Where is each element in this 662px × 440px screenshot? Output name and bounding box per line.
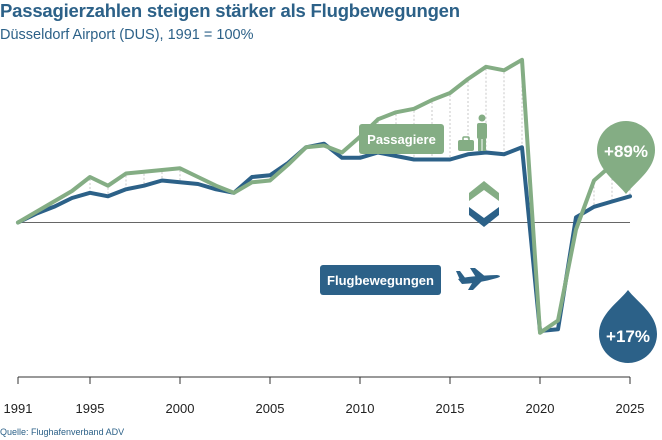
legend-passagiere-box	[359, 124, 444, 154]
x-tick-label: 2010	[346, 401, 375, 416]
x-tick-label: 2015	[436, 401, 465, 416]
airplane-icon	[456, 268, 500, 290]
badge-drop-flugbewegungen	[599, 290, 657, 363]
flugbewegungen-end-badge: +17%	[599, 290, 657, 363]
chart-subtitle: Düsseldorf Airport (DUS), 1991 = 100%	[0, 27, 254, 43]
traveller-with-suitcase-icon	[458, 114, 487, 151]
chart-title: Passagierzahlen steigen stärker als Flug…	[0, 0, 460, 21]
legend-flugbewegungen-box	[320, 265, 441, 295]
badge-drop-passagiere	[597, 121, 655, 194]
legend-flugbewegungen: Flugbewegungen	[320, 265, 441, 295]
legend-flugbewegungen-label: Flugbewegungen	[327, 273, 434, 288]
badge-text-passagiere: +89%	[604, 142, 648, 161]
badge-text-flugbewegungen: +17%	[606, 327, 650, 346]
x-tick-label: 2005	[256, 401, 285, 416]
x-tick-label: 2000	[166, 401, 195, 416]
chevron-up-down-icon	[469, 181, 499, 227]
x-tick-label: 2025	[616, 401, 645, 416]
legend-passagiere-label: Passagiere	[367, 132, 436, 147]
x-tick-label: 1991	[4, 401, 33, 416]
legend-passagiere: Passagiere	[359, 124, 444, 154]
x-axis-ticks: 1991 1995 2000 2005 2010 2015 2020 2025	[4, 377, 645, 416]
series-line-passagiere	[16, 57, 632, 335]
x-tick-label: 1995	[76, 401, 105, 416]
x-tick-label: 2020	[526, 401, 555, 416]
source-note: Quelle: Flughafenverband ADV	[0, 427, 125, 437]
passagiere-end-badge: +89%	[597, 121, 655, 194]
